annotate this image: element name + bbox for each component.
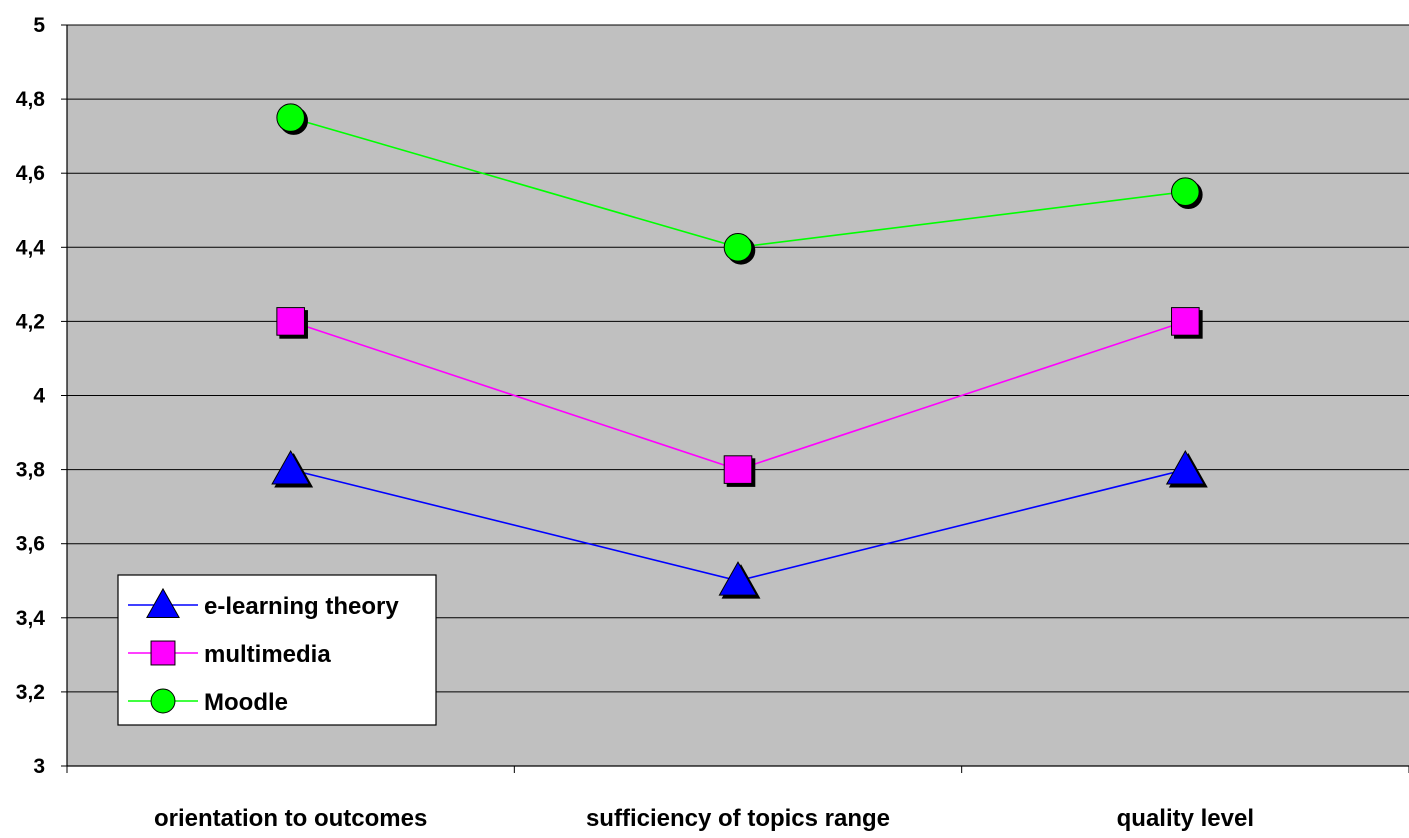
legend: e-learning theory multimedia Moodle: [117, 574, 437, 726]
y-tick-label: 3,2: [16, 681, 45, 704]
legend-entry-e-learning-theory: e-learning theory: [128, 587, 399, 620]
data-point-multimedia: [723, 455, 753, 484]
series-multimedia: [276, 307, 1203, 487]
legend-marker-multimedia: [150, 640, 176, 666]
legend-label-moodle: Moodle: [204, 689, 288, 716]
data-point-moodle: [723, 233, 753, 262]
data-point-e-learning-theory: [271, 449, 311, 485]
x-tick-label: orientation to outcomes: [154, 805, 427, 832]
y-tick-label: 4,2: [16, 310, 45, 333]
y-tick-label: 3,8: [16, 459, 46, 482]
legend-label-e-learning-theory: e-learning theory: [204, 593, 399, 620]
x-axis-ticks: orientation to outcomes sufficiency of to…: [66, 766, 1409, 832]
y-tick-label: 4,8: [16, 88, 46, 111]
y-tick-label: 3: [33, 755, 45, 778]
data-point-moodle: [276, 103, 305, 132]
data-point-e-learning-theory: [718, 561, 758, 596]
y-tick-label: 3,4: [16, 607, 46, 630]
gridlines: [67, 24, 1409, 693]
y-tick-label: 4,6: [16, 162, 45, 185]
data-point-multimedia: [1171, 307, 1200, 336]
legend-label-multimedia: multimedia: [204, 641, 331, 668]
y-tick-label: 4: [33, 385, 45, 408]
series-moodle: [276, 103, 1203, 265]
legend-marker-moodle: [150, 688, 176, 714]
series-group: [271, 103, 1208, 599]
y-axis-ticks: 3 3,2 3,4 3,6 3,8 4 4,2 4,4 4,6 4,8 5: [16, 14, 67, 778]
series-e-learning-theory: [271, 449, 1208, 599]
legend-marker-e-learning-theory: [146, 587, 180, 618]
legend-entry-moodle: Moodle: [128, 688, 288, 716]
x-tick-label: quality level: [1117, 805, 1254, 832]
data-point-e-learning-theory: [1165, 449, 1205, 485]
x-tick-label: sufficiency of topics range: [586, 805, 890, 832]
legend-entry-multimedia: multimedia: [128, 640, 331, 668]
data-point-moodle: [1171, 177, 1200, 207]
y-tick-label: 3,6: [16, 533, 45, 556]
y-tick-label: 5: [33, 14, 45, 37]
data-point-multimedia: [276, 307, 305, 336]
y-tick-label: 4,4: [16, 236, 46, 259]
